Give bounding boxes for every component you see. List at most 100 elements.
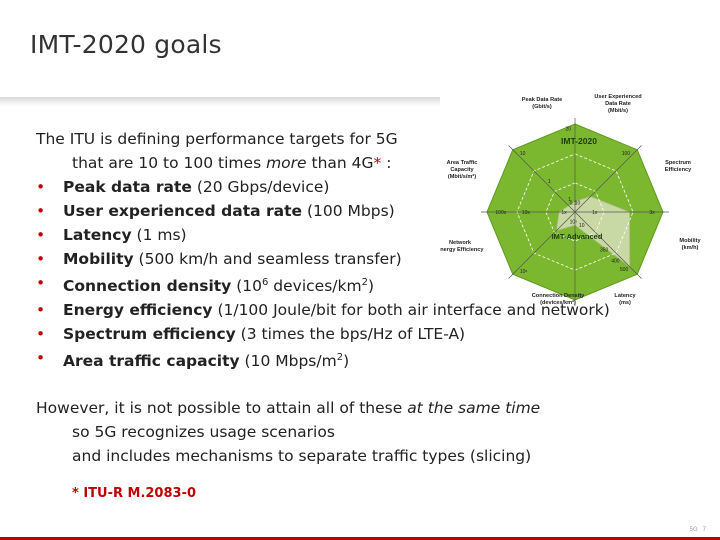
para2-emphasis: at the same time	[407, 399, 541, 417]
list-item: • Connection density (106 devices/km2)	[36, 271, 636, 298]
goal-value: (1/100 Joule/bit for both air interface …	[212, 301, 610, 320]
axis-tick-label: 100x	[495, 210, 506, 216]
intro-line-1: The ITU is defining performance targets …	[36, 130, 398, 148]
imt-advanced-label: IMT-Advanced	[552, 232, 603, 241]
intro-emphasis: more	[266, 154, 307, 172]
slide-footer: 5G 7	[690, 527, 706, 533]
axis-tick-label: 20	[565, 126, 571, 132]
axis-name-label: Capacity	[450, 167, 474, 173]
axis-tick-label: 0.1	[570, 201, 577, 207]
goal-label: Mobility	[63, 250, 134, 268]
para2-text: However, it is not possible to attain al…	[36, 399, 408, 417]
goal-value: (20 Gbps/device)	[191, 178, 330, 196]
goal-label: Area traffic capacity	[63, 352, 240, 371]
axis-name-label: (ms)	[619, 300, 631, 306]
footnote-marker: *	[373, 154, 382, 172]
slide-title: IMT-2020 goals	[30, 30, 222, 59]
list-item: • Area traffic capacity (10 Mbps/m2)	[36, 346, 636, 373]
axis-tick-label: 1	[579, 294, 582, 300]
bullet-icon: •	[36, 325, 46, 344]
intro-block: The ITU is defining performance targets …	[36, 127, 636, 373]
para2-line-1: However, it is not possible to attain al…	[36, 396, 636, 420]
axis-name-label: (Mbit/s/m²)	[448, 173, 476, 180]
goal-value: (10 Mbps/m	[239, 352, 337, 371]
axis-spoke	[574, 211, 642, 279]
axis-tick-label: 10⁶	[520, 269, 528, 275]
footer-label: 5G	[689, 527, 698, 533]
footer-accent-line	[0, 537, 720, 540]
axis-name-label: (Gbit/s)	[532, 104, 552, 110]
axis-tick-label: 500	[620, 267, 629, 273]
axis-tick-label: 10x	[522, 210, 531, 216]
intro-line-2: that are 10 to 100 times more than 4G* :	[36, 151, 636, 175]
radar-shapes	[481, 118, 669, 306]
axis-name-label: Network	[449, 240, 472, 246]
axis-name-label: Data Rate	[605, 101, 631, 107]
axis-name-label: Area Traffic	[447, 160, 478, 166]
list-item: • User experienced data rate (100 Mbps)	[36, 199, 636, 223]
axis-tick-label: 10⁵	[570, 219, 578, 225]
axis-name-label: User Experienced	[594, 94, 642, 100]
axis-name-label: Efficiency	[665, 167, 692, 173]
para2-line-3: and includes mechanisms to separate traf…	[72, 447, 532, 465]
axis-tick-label: 350	[600, 247, 609, 253]
axis-tick-label: 10	[575, 201, 581, 207]
axis-name-label: Mobility	[679, 238, 701, 244]
bullet-icon: •	[36, 178, 46, 196]
footnote-reference: * ITU-R M.2083-0	[72, 486, 197, 501]
axis-name-label: Energy Efficiency	[440, 247, 484, 253]
axis-tick-label: 3x	[649, 210, 655, 216]
goal-value: (3 times the bps/Hz of LTE-A)	[235, 325, 466, 344]
intro-colon: :	[381, 154, 392, 172]
goal-value-end: )	[367, 277, 375, 296]
bullet-icon: •	[36, 202, 46, 220]
axis-spoke	[508, 145, 576, 213]
goal-value-exponent: 6	[262, 277, 269, 288]
axis-name-label: (devices/km²)	[540, 299, 576, 306]
list-item: • Mobility (500 km/h and seamless transfe…	[36, 247, 636, 271]
goal-label: Latency	[63, 226, 132, 244]
axis-tick-label: 10	[579, 223, 585, 229]
axis-name-label: Latency	[614, 293, 636, 299]
radar-labels: IMT-2020 IMT-Advanced 20 1 100 10 3x 1x 50040035…	[440, 94, 701, 306]
goal-label: User experienced data rate	[63, 202, 303, 220]
bullet-icon: •	[36, 349, 46, 368]
goal-value-unit: devices/km	[268, 277, 362, 296]
para2-line-2: so 5G recognizes usage scenarios	[72, 423, 335, 441]
goal-label: Connection density	[63, 277, 232, 296]
axis-name-label: Peak Data Rate	[522, 97, 562, 103]
goals-list: • Peak data rate (20 Gbps/device) • User e…	[36, 175, 636, 373]
scenarios-paragraph: However, it is not possible to attain al…	[36, 396, 636, 468]
axis-tick-label: 1	[548, 179, 551, 185]
list-item: • Latency (1 ms)	[36, 223, 636, 247]
goal-value-end: )	[343, 352, 350, 371]
axis-name-label: Connection Density	[532, 293, 585, 299]
intro-text: that are 10 to 100 times	[72, 154, 267, 172]
goal-value-exponent: 2	[361, 277, 368, 288]
list-item: • Spectrum efficiency (3 times the bps/Hz…	[36, 322, 636, 346]
goal-label: Peak data rate	[63, 178, 192, 196]
bullet-icon: •	[36, 250, 46, 268]
list-item: • Energy efficiency (1/100 Joule/bit for …	[36, 298, 636, 322]
axis-tick-label: 1	[568, 197, 571, 203]
bullet-icon: •	[36, 274, 46, 292]
axis-spoke	[508, 211, 576, 279]
goal-label: Energy efficiency	[63, 301, 213, 320]
goal-value: (1 ms)	[131, 226, 187, 244]
axis-tick-label: 1x	[592, 210, 598, 216]
goal-value-exponent: 2	[336, 352, 344, 364]
axis-tick-label: 400	[611, 259, 620, 265]
bullet-icon: •	[36, 226, 46, 244]
goal-label: Spectrum efficiency	[63, 325, 236, 344]
imt2020-radar-diagram: IMT-2020 IMT-Advanced 20 1 100 10 3x 1x 50040035…	[440, 94, 701, 306]
goal-value: (10	[231, 277, 262, 296]
axis-name-label: Spectrum	[665, 160, 691, 166]
goal-value: (500 km/h and seamless transfer)	[133, 250, 402, 268]
list-item: • Peak data rate (20 Gbps/device)	[36, 175, 636, 199]
imt2020-label: IMT-2020	[561, 136, 597, 146]
axis-name-label: (Mbit/s)	[608, 108, 628, 114]
title-divider	[0, 97, 440, 107]
axis-tick-label: 100	[622, 151, 631, 157]
bullet-icon: •	[36, 301, 46, 320]
axis-name-label: (km/h)	[682, 245, 699, 251]
